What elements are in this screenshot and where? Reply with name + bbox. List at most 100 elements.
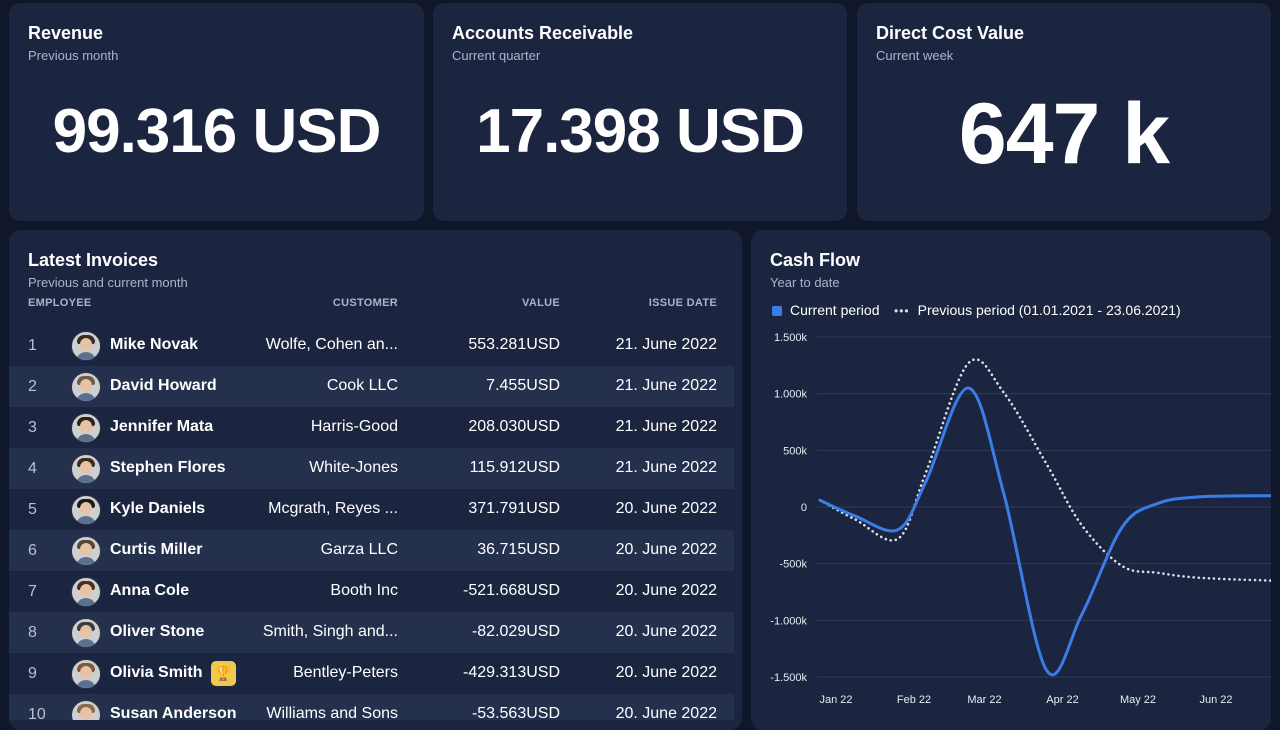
row-number: 7 bbox=[28, 583, 37, 600]
employee-name[interactable]: Oliver Stone bbox=[110, 623, 205, 640]
customer-name: Williams and Sons bbox=[266, 705, 398, 720]
avatar-body bbox=[76, 393, 96, 401]
avatar-body bbox=[76, 557, 96, 565]
table-row[interactable]: 1 Mike Novak Wolfe, Cohen an... 553.281USD 2… bbox=[9, 326, 734, 366]
table-row[interactable]: 2 David Howard Cook LLC 7.455USD 21. June 20… bbox=[9, 366, 734, 407]
table-row[interactable]: 7 Anna Cole Booth Inc -521.668USD 20. June 2… bbox=[9, 571, 734, 612]
trophy-icon: 🏆 bbox=[211, 661, 236, 686]
table-row[interactable]: 9 Olivia Smith 🏆 Bentley-Peters -429.313USD 2… bbox=[9, 653, 734, 694]
avatar-face bbox=[80, 584, 92, 597]
y-tick-label: 0 bbox=[801, 502, 807, 514]
employee-name[interactable]: David Howard bbox=[110, 377, 217, 394]
avatar-body bbox=[76, 516, 96, 524]
avatar-body bbox=[76, 639, 96, 647]
legend-previous[interactable]: ••• Previous period (01.01.2021 - 23.06.2… bbox=[894, 302, 1181, 318]
table-row[interactable]: 8 Oliver Stone Smith, Singh and... -82.029U… bbox=[9, 612, 734, 653]
avatar-face bbox=[80, 338, 92, 351]
cash-flow-subtitle: Year to date bbox=[770, 275, 840, 290]
row-number: 6 bbox=[28, 542, 37, 559]
issue-date: 20. June 2022 bbox=[615, 541, 717, 558]
row-number: 2 bbox=[28, 378, 37, 395]
avatar-face bbox=[80, 625, 92, 638]
y-tick-label: -500k bbox=[779, 559, 807, 571]
kpi-card-accounts-receivable: Accounts Receivable Current quarter 17.3… bbox=[433, 3, 847, 221]
cash-flow-chart[interactable]: 1.500k 1.000k 500k 0 -500k -1.000k -1.500k Jan … bbox=[751, 230, 1271, 720]
invoice-value: 36.715USD bbox=[477, 541, 560, 558]
issue-date: 21. June 2022 bbox=[615, 336, 717, 353]
table-row[interactable]: 3 Jennifer Mata Harris-Good 208.030USD 21. J… bbox=[9, 407, 734, 448]
row-number: 1 bbox=[28, 337, 37, 354]
y-tick-label: 1.500k bbox=[774, 332, 808, 344]
employee-name[interactable]: Kyle Daniels bbox=[110, 500, 206, 517]
column-header-employee[interactable]: EMPLOYEE bbox=[28, 297, 92, 309]
customer-name: Wolfe, Cohen an... bbox=[265, 336, 398, 353]
employee-name[interactable]: Curtis Miller bbox=[110, 541, 203, 558]
kpi-subtitle: Current week bbox=[876, 48, 954, 63]
invoice-value: 115.912USD bbox=[469, 459, 560, 476]
row-number: 3 bbox=[28, 419, 37, 436]
avatar-face bbox=[80, 666, 92, 679]
kpi-card-direct-cost-value: Direct Cost Value Current week 647 k bbox=[857, 3, 1271, 221]
customer-name: Garza LLC bbox=[320, 541, 398, 558]
employee-name[interactable]: Jennifer Mata bbox=[110, 418, 214, 435]
table-row[interactable]: 10 Susan Anderson Williams and Sons -53.563… bbox=[9, 694, 734, 720]
x-tick-label: Feb 22 bbox=[897, 694, 931, 706]
row-number: 10 bbox=[28, 706, 46, 720]
column-header-customer[interactable]: CUSTOMER bbox=[332, 297, 398, 309]
invoice-value: -521.668USD bbox=[463, 582, 560, 599]
invoices-title: Latest Invoices bbox=[28, 250, 159, 270]
series-line-current[interactable] bbox=[818, 386, 1271, 677]
avatar[interactable] bbox=[71, 454, 101, 484]
row-number: 9 bbox=[28, 665, 37, 682]
avatar-body bbox=[76, 434, 96, 442]
column-header-issue-date[interactable]: ISSUE DATE bbox=[648, 297, 717, 309]
kpi-title: Revenue bbox=[28, 23, 104, 43]
table-row[interactable]: 4 Stephen Flores White-Jones 115.912USD 21. … bbox=[9, 448, 734, 489]
row-number: 5 bbox=[28, 501, 37, 518]
avatar[interactable] bbox=[71, 659, 101, 689]
table-row[interactable]: 5 Kyle Daniels Mcgrath, Reyes ... 371.791US… bbox=[9, 489, 734, 530]
avatar[interactable] bbox=[71, 413, 101, 443]
employee-name[interactable]: Mike Novak bbox=[110, 336, 199, 353]
kpi-subtitle: Current quarter bbox=[452, 48, 541, 63]
avatar[interactable] bbox=[71, 372, 101, 402]
kpi-value: 99.316 USD bbox=[52, 97, 382, 166]
invoice-value: 371.791USD bbox=[468, 500, 560, 517]
legend-label-current: Current period bbox=[790, 302, 880, 318]
employee-name[interactable]: Stephen Flores bbox=[110, 459, 226, 476]
x-tick-label: Apr 22 bbox=[1046, 694, 1078, 706]
issue-date: 21. June 2022 bbox=[615, 418, 717, 435]
avatar[interactable] bbox=[71, 618, 101, 648]
employee-name[interactable]: Anna Cole bbox=[110, 582, 190, 599]
cash-flow-card: Cash Flow Year to date Current period ••… bbox=[751, 230, 1271, 730]
table-row[interactable]: 6 Curtis Miller Garza LLC 36.715USD 20. June… bbox=[9, 530, 734, 571]
legend-current[interactable]: Current period bbox=[772, 302, 880, 318]
issue-date: 21. June 2022 bbox=[615, 459, 717, 476]
series-line-previous[interactable] bbox=[818, 358, 1271, 582]
employee-name[interactable]: Susan Anderson bbox=[110, 705, 237, 720]
invoices-subtitle: Previous and current month bbox=[28, 275, 188, 290]
avatar[interactable] bbox=[71, 331, 101, 361]
avatar[interactable] bbox=[71, 700, 101, 720]
avatar[interactable] bbox=[71, 495, 101, 525]
invoice-value: -429.313USD bbox=[463, 664, 560, 681]
avatar-face bbox=[80, 543, 92, 556]
issue-date: 20. June 2022 bbox=[615, 705, 717, 720]
avatar-body bbox=[76, 475, 96, 483]
customer-name: Cook LLC bbox=[326, 377, 398, 394]
x-tick-label: Jun 22 bbox=[1200, 694, 1233, 706]
avatar-body bbox=[76, 680, 96, 688]
avatar[interactable] bbox=[71, 577, 101, 607]
kpi-subtitle: Previous month bbox=[28, 48, 119, 63]
kpi-card-revenue: Revenue Previous month 99.316 USD bbox=[9, 3, 424, 221]
kpi-title: Direct Cost Value bbox=[876, 23, 1025, 43]
legend-swatch-current bbox=[772, 306, 782, 317]
avatar-body bbox=[76, 598, 96, 606]
employee-name[interactable]: Olivia Smith bbox=[110, 664, 203, 681]
avatar[interactable] bbox=[71, 536, 101, 566]
x-tick-label: May 22 bbox=[1120, 694, 1156, 706]
avatar-face bbox=[80, 379, 92, 392]
customer-name: Mcgrath, Reyes ... bbox=[268, 500, 398, 517]
invoice-table-body: 1 Mike Novak Wolfe, Cohen an... 553.281USD 2… bbox=[9, 326, 742, 720]
column-header-value[interactable]: VALUE bbox=[522, 297, 560, 309]
